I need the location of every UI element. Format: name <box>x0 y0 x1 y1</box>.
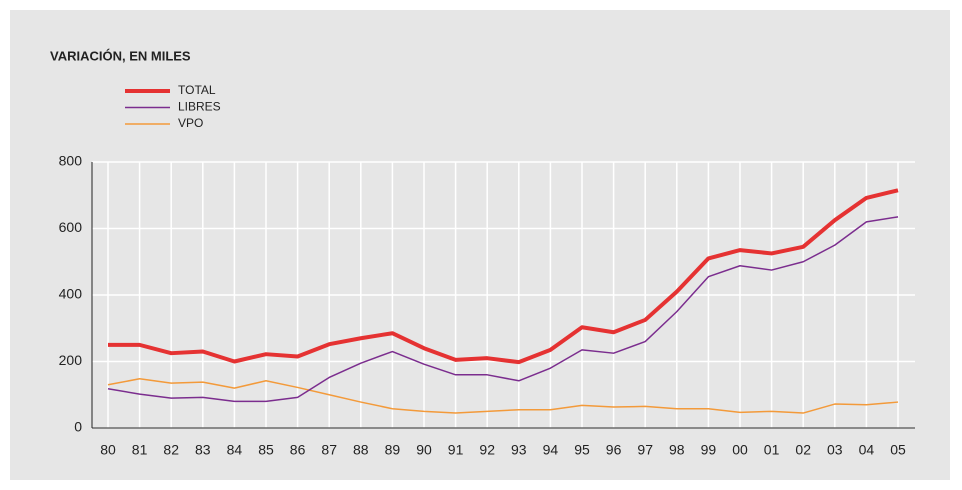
chart-background <box>10 10 950 480</box>
y-tick-label: 800 <box>59 153 83 169</box>
x-tick-label: 05 <box>890 442 906 458</box>
legend-label: LIBRES <box>178 100 221 114</box>
x-tick-label: 97 <box>637 442 653 458</box>
y-tick-label: 400 <box>59 286 83 302</box>
line-series <box>107 216 899 403</box>
y-tick-label: 600 <box>59 219 83 235</box>
x-tick-label: 01 <box>764 442 780 458</box>
x-tick-label: 93 <box>511 442 527 458</box>
y-tick-label: 0 <box>74 419 82 435</box>
x-tick-label: 82 <box>163 442 179 458</box>
x-tick-label: 83 <box>195 442 211 458</box>
x-tick-label: 86 <box>290 442 306 458</box>
x-tick-label: 89 <box>385 442 401 458</box>
x-tick-label: 00 <box>732 442 748 458</box>
line-series <box>107 378 899 414</box>
x-tick-label: 04 <box>859 442 875 458</box>
x-tick-label: 96 <box>606 442 622 458</box>
legend-label: VPO <box>178 116 203 130</box>
x-tick-label: 87 <box>321 442 337 458</box>
x-tick-label: 84 <box>227 442 243 458</box>
x-tick-label: 81 <box>132 442 148 458</box>
y-tick-label: 200 <box>59 352 83 368</box>
x-tick-label: 99 <box>701 442 717 458</box>
x-tick-label: 88 <box>353 442 369 458</box>
x-tick-label: 95 <box>574 442 590 458</box>
x-tick-label: 02 <box>795 442 811 458</box>
x-tick-label: 91 <box>448 442 464 458</box>
x-tick-label: 94 <box>543 442 559 458</box>
x-tick-label: 90 <box>416 442 432 458</box>
legend-label: TOTAL <box>178 83 216 97</box>
line-series <box>108 188 899 365</box>
chart-title: VARIACIÓN, EN MILES <box>50 48 191 63</box>
x-tick-label: 98 <box>669 442 685 458</box>
x-tick-label: 03 <box>827 442 843 458</box>
x-tick-label: 80 <box>100 442 116 458</box>
x-tick-label: 92 <box>479 442 495 458</box>
x-tick-label: 85 <box>258 442 274 458</box>
